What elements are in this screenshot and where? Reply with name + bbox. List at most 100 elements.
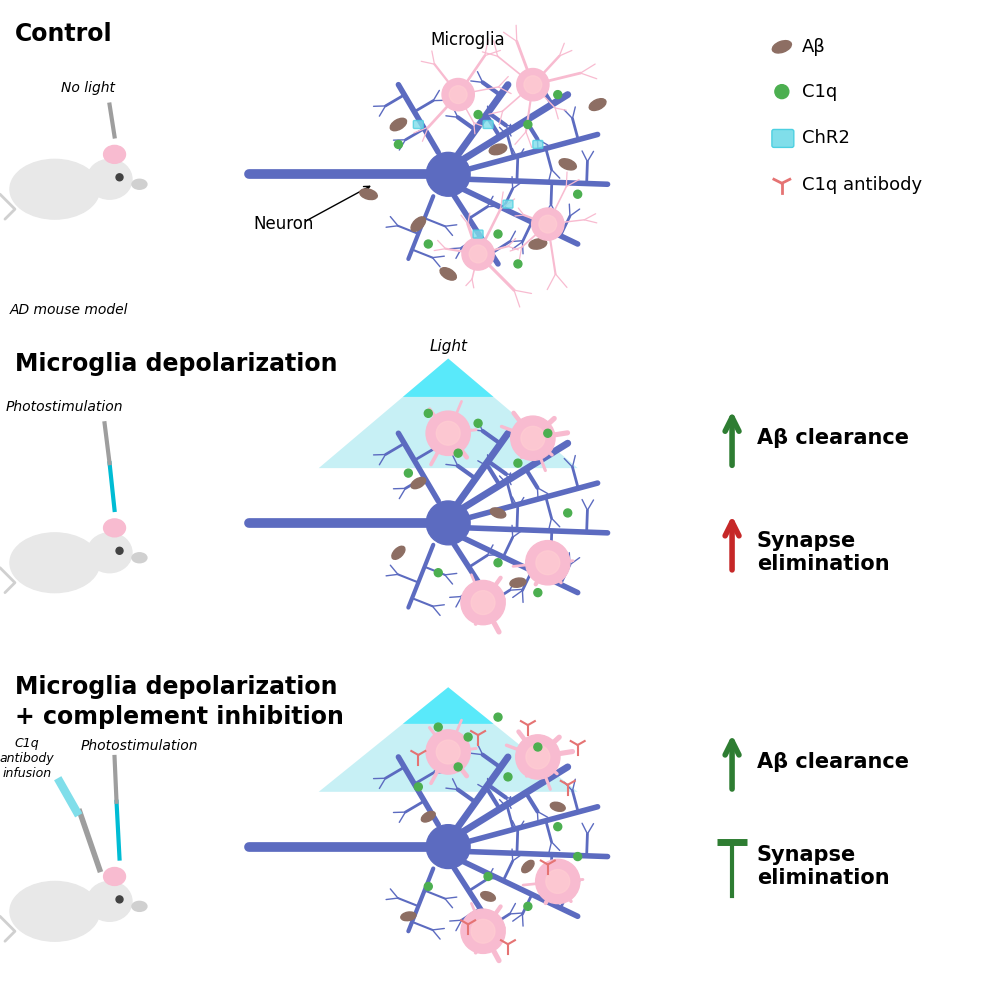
FancyBboxPatch shape [483, 121, 493, 128]
Text: No light: No light [61, 81, 115, 95]
Circle shape [526, 541, 570, 585]
Ellipse shape [590, 99, 606, 111]
Ellipse shape [104, 519, 125, 537]
Circle shape [474, 111, 482, 119]
Circle shape [426, 730, 470, 774]
Text: Photostimulation: Photostimulation [6, 400, 124, 414]
Circle shape [426, 411, 470, 455]
Ellipse shape [360, 189, 377, 199]
FancyBboxPatch shape [772, 129, 794, 147]
Text: C1q
antibody
infusion: C1q antibody infusion [0, 737, 54, 780]
Circle shape [424, 409, 432, 417]
Circle shape [434, 723, 442, 731]
Circle shape [116, 173, 124, 181]
Ellipse shape [489, 144, 507, 154]
Text: Aβ clearance: Aβ clearance [757, 752, 909, 772]
Circle shape [454, 763, 462, 771]
Circle shape [574, 190, 582, 198]
Text: C1q antibody: C1q antibody [802, 176, 922, 194]
Ellipse shape [391, 546, 405, 560]
Circle shape [424, 240, 432, 248]
Text: Microglia: Microglia [431, 31, 505, 49]
Circle shape [449, 86, 467, 104]
Circle shape [564, 509, 572, 517]
Circle shape [484, 872, 492, 880]
Circle shape [414, 783, 422, 791]
Ellipse shape [411, 217, 425, 231]
Ellipse shape [440, 268, 456, 280]
Circle shape [426, 825, 470, 869]
Ellipse shape [88, 881, 131, 921]
Ellipse shape [529, 239, 547, 249]
Circle shape [404, 469, 412, 477]
Text: Control: Control [15, 22, 113, 46]
Circle shape [461, 909, 505, 953]
Circle shape [514, 459, 522, 467]
Polygon shape [402, 687, 494, 724]
Circle shape [544, 429, 552, 437]
Text: C1q: C1q [802, 83, 837, 101]
Ellipse shape [551, 802, 565, 812]
Polygon shape [319, 359, 578, 468]
Text: Neuron: Neuron [254, 215, 314, 233]
Circle shape [521, 426, 545, 450]
Ellipse shape [411, 477, 425, 489]
Circle shape [471, 591, 495, 615]
Circle shape [514, 260, 522, 268]
Circle shape [494, 230, 502, 238]
Ellipse shape [390, 119, 406, 130]
Circle shape [436, 740, 460, 764]
Circle shape [554, 91, 562, 99]
Ellipse shape [490, 508, 506, 518]
Ellipse shape [88, 533, 131, 573]
Text: Synapse
elimination: Synapse elimination [757, 531, 889, 575]
Ellipse shape [522, 861, 534, 872]
Circle shape [517, 69, 549, 101]
Circle shape [526, 745, 550, 769]
Ellipse shape [104, 868, 125, 885]
Ellipse shape [132, 901, 147, 911]
Circle shape [574, 853, 582, 861]
Ellipse shape [481, 891, 495, 901]
Ellipse shape [132, 553, 147, 563]
Ellipse shape [132, 179, 147, 189]
Text: Microglia depolarization
+ complement inhibition: Microglia depolarization + complement in… [15, 675, 344, 729]
Polygon shape [402, 359, 494, 396]
Circle shape [494, 713, 502, 721]
Text: Light: Light [429, 339, 467, 354]
Circle shape [426, 152, 470, 196]
Circle shape [524, 121, 532, 128]
Circle shape [546, 870, 570, 893]
Circle shape [116, 547, 124, 554]
FancyBboxPatch shape [503, 200, 513, 208]
Circle shape [461, 581, 505, 624]
FancyBboxPatch shape [473, 230, 483, 238]
Ellipse shape [510, 578, 526, 588]
Ellipse shape [104, 145, 125, 163]
Ellipse shape [88, 159, 131, 199]
Circle shape [426, 501, 470, 545]
Text: AD mouse model: AD mouse model [10, 303, 128, 317]
Circle shape [536, 860, 580, 903]
Ellipse shape [772, 41, 792, 53]
Circle shape [474, 419, 482, 427]
Circle shape [434, 569, 442, 577]
Circle shape [775, 85, 789, 99]
Ellipse shape [400, 912, 416, 920]
Ellipse shape [421, 812, 435, 822]
Text: Photostimulation: Photostimulation [81, 739, 198, 753]
Circle shape [116, 896, 124, 902]
Circle shape [511, 416, 555, 460]
Circle shape [534, 743, 542, 751]
Circle shape [494, 559, 502, 567]
FancyBboxPatch shape [413, 121, 423, 128]
Ellipse shape [10, 881, 100, 941]
Circle shape [524, 902, 532, 910]
Circle shape [534, 589, 542, 597]
Circle shape [536, 551, 560, 575]
Text: Microglia depolarization: Microglia depolarization [15, 352, 338, 375]
Circle shape [464, 733, 472, 741]
Circle shape [469, 245, 487, 263]
Text: ChR2: ChR2 [802, 129, 850, 147]
Text: Aβ clearance: Aβ clearance [757, 428, 909, 448]
